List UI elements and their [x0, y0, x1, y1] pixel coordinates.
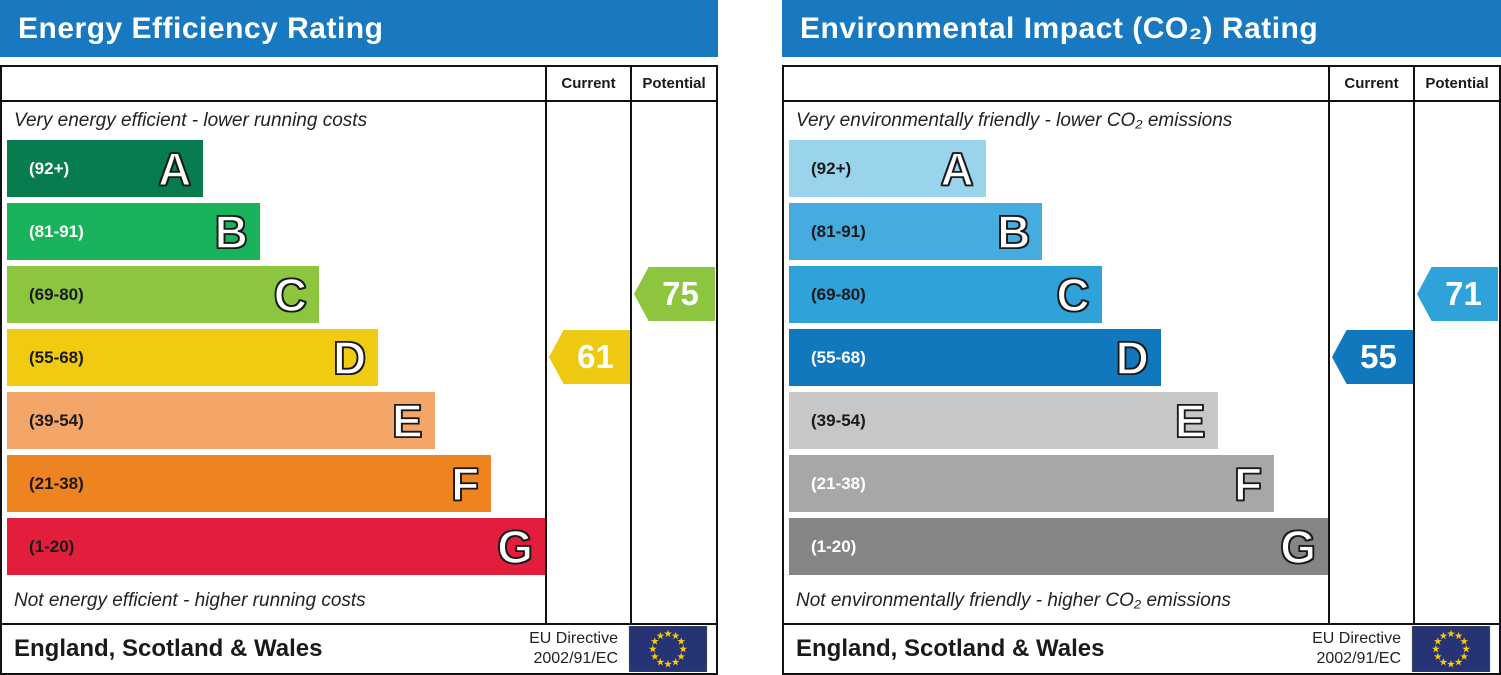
rating-bands: (92+) A (81-91) B (69-80) C (55-68) D (39-54… — [2, 140, 545, 581]
band-letter: G — [1279, 520, 1316, 573]
band-letter: B — [214, 205, 249, 258]
current-column: 55 — [1328, 102, 1413, 623]
band-a: (92+) A — [789, 140, 986, 197]
band-letter: F — [450, 457, 480, 510]
environmental-impact-title: Environmental Impact (CO₂) Rating — [782, 0, 1501, 57]
band-letter: B — [996, 205, 1031, 258]
eu-flag-icon — [1411, 626, 1491, 672]
column-header-potential: Potential — [1413, 67, 1499, 100]
band-b: (81-91) B — [789, 203, 1043, 260]
band-e: (39-54) E — [7, 392, 435, 449]
region-label: England, Scotland & Wales — [14, 635, 323, 662]
band-range-label: (55-68) — [29, 347, 84, 367]
band-range-label: (92+) — [29, 158, 70, 178]
bottom-caption: Not energy efficient - higher running co… — [14, 590, 366, 611]
band-f: (21-38) F — [7, 455, 492, 512]
potential-rating-value: 71 — [1445, 275, 1482, 312]
header-spacer — [2, 67, 545, 100]
eu-directive-label: EU Directive 2002/91/EC — [1312, 629, 1401, 669]
current-rating-value: 55 — [1360, 338, 1397, 375]
eu-directive-label: EU Directive 2002/91/EC — [529, 629, 618, 669]
eu-directive-line2: 2002/91/EC — [1316, 650, 1401, 667]
band-b: (81-91) B — [7, 203, 260, 260]
table-footer: England, Scotland & Wales EU Directive 2… — [2, 623, 716, 673]
table-header-row: Current Potential — [784, 67, 1499, 102]
band-letter: E — [1174, 394, 1206, 447]
band-d: (55-68) D — [7, 329, 379, 386]
band-e: (39-54) E — [789, 392, 1218, 449]
band-range-label: (55-68) — [811, 347, 866, 367]
band-range-label: (39-54) — [29, 410, 84, 430]
rating-scale: Very environmentally friendly - lower CO… — [784, 102, 1328, 623]
band-c: (69-80) C — [789, 266, 1102, 323]
top-caption: Very energy efficient - lower running co… — [14, 110, 368, 131]
table-header-row: Current Potential — [2, 67, 716, 102]
energy-efficiency-panel: Energy Efficiency Rating Current Potenti… — [0, 0, 718, 675]
current-column: 61 — [545, 102, 630, 623]
potential-rating-arrow: 71 — [1417, 267, 1498, 321]
eu-directive-line1: EU Directive — [1312, 630, 1401, 647]
band-a: (92+) A — [7, 140, 204, 197]
band-g: (1-20) G — [7, 518, 545, 575]
potential-rating-arrow: 75 — [634, 267, 715, 321]
band-letter: C — [273, 268, 308, 321]
column-header-current: Current — [1328, 67, 1413, 100]
band-letter: D — [332, 331, 367, 384]
table-footer: England, Scotland & Wales EU Directive 2… — [784, 623, 1499, 673]
current-rating-arrow: 61 — [549, 330, 630, 384]
band-letter: A — [157, 142, 192, 195]
bottom-caption: Not environmentally friendly - higher CO… — [796, 590, 1231, 611]
eu-directive-line1: EU Directive — [529, 630, 618, 647]
band-c: (69-80) C — [7, 266, 320, 323]
band-range-label: (1-20) — [29, 536, 75, 556]
band-g: (1-20) G — [789, 518, 1328, 575]
potential-column: 75 — [630, 102, 716, 623]
band-range-label: (81-91) — [29, 221, 84, 241]
band-d: (55-68) D — [789, 329, 1161, 386]
band-range-label: (81-91) — [811, 221, 866, 241]
column-header-current: Current — [545, 67, 630, 100]
table-body: Very energy efficient - lower running co… — [2, 102, 716, 623]
band-range-label: (21-38) — [29, 473, 84, 493]
top-caption: Very environmentally friendly - lower CO… — [796, 110, 1233, 131]
eu-directive-line2: 2002/91/EC — [533, 650, 618, 667]
column-header-potential: Potential — [630, 67, 716, 100]
potential-column: 71 — [1413, 102, 1499, 623]
band-letter: F — [1233, 457, 1263, 510]
current-rating-arrow: 55 — [1332, 330, 1413, 384]
energy-efficiency-title: Energy Efficiency Rating — [0, 0, 718, 57]
band-range-label: (92+) — [811, 158, 852, 178]
environmental-impact-table: Current Potential Very environmentally f… — [782, 65, 1501, 675]
band-letter: G — [496, 520, 533, 573]
energy-efficiency-table: Current Potential Very energy efficient … — [0, 65, 718, 675]
header-spacer — [784, 67, 1328, 100]
band-range-label: (39-54) — [811, 410, 866, 430]
band-range-label: (69-80) — [811, 284, 866, 304]
current-rating-value: 61 — [577, 338, 614, 375]
band-letter: A — [940, 142, 975, 195]
band-range-label: (69-80) — [29, 284, 84, 304]
band-letter: D — [1115, 331, 1150, 384]
eu-flag-icon — [628, 626, 708, 672]
rating-bands: (92+) A (81-91) B (69-80) C (55-68) D (39-54… — [784, 140, 1328, 581]
potential-rating-value: 75 — [662, 275, 699, 312]
band-range-label: (21-38) — [811, 473, 866, 493]
environmental-impact-panel: Environmental Impact (CO₂) Rating Curren… — [782, 0, 1501, 675]
band-range-label: (1-20) — [811, 536, 857, 556]
region-label: England, Scotland & Wales — [796, 635, 1105, 662]
table-body: Very environmentally friendly - lower CO… — [784, 102, 1499, 623]
rating-scale: Very energy efficient - lower running co… — [2, 102, 545, 623]
band-f: (21-38) F — [789, 455, 1275, 512]
band-letter: C — [1056, 268, 1091, 321]
band-letter: E — [391, 394, 423, 447]
